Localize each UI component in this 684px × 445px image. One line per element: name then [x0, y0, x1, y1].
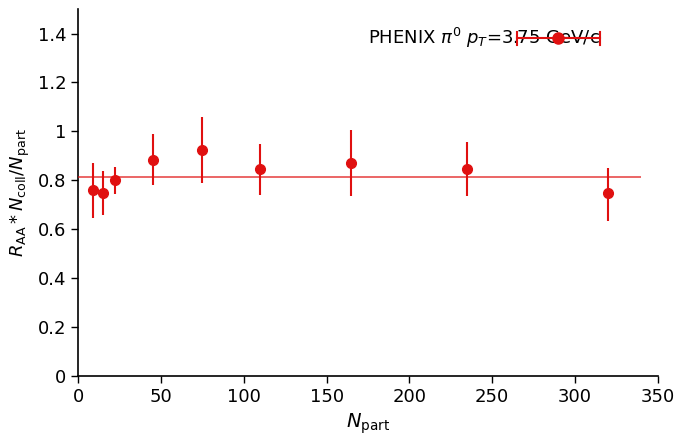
Text: PHENIX $\pi^0$ $p_T$=3.75 GeV/c: PHENIX $\pi^0$ $p_T$=3.75 GeV/c [368, 26, 600, 50]
X-axis label: $N_\mathregular{part}$: $N_\mathregular{part}$ [346, 412, 390, 436]
Y-axis label: $R_\mathregular{AA}*N_\mathregular{coll}/N_\mathregular{part}$: $R_\mathregular{AA}*N_\mathregular{coll}… [9, 128, 32, 257]
